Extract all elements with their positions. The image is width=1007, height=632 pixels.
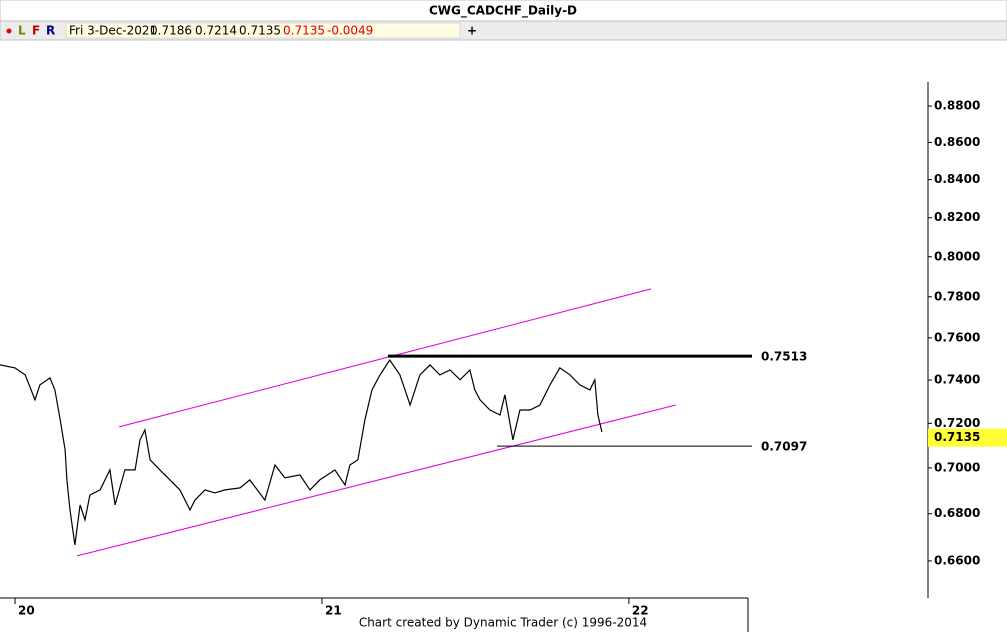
price-line (0, 359, 603, 545)
y-tick-label: 0.8000 (934, 249, 980, 263)
y-tick-label: 0.7400 (934, 373, 980, 387)
status-dot (6, 28, 12, 34)
info-open: 0.7186 (150, 24, 192, 38)
y-tick-label: 0.8800 (934, 99, 980, 113)
level-label: 0.7513 (761, 350, 807, 364)
y-tick-label: 0.8200 (934, 210, 980, 224)
footer: Chart created by Dynamic Trader (c) 1996… (359, 616, 647, 630)
trendline (118, 288, 652, 428)
info-high: 0.7214 (195, 24, 237, 38)
y-tick-label: 0.8400 (934, 172, 980, 186)
y-tick-label: 0.6800 (934, 506, 980, 520)
toolbar-button[interactable]: R (46, 24, 55, 38)
last-price-box (928, 428, 1007, 447)
level-label: 0.7097 (761, 440, 807, 454)
chart-title: CWG_CADCHF_Daily-D (429, 4, 577, 19)
toolbar-button[interactable]: L (18, 24, 26, 38)
x-tick-label: 21 (325, 604, 342, 618)
info-change: -0.0049 (327, 24, 373, 38)
y-tick-label: 0.6600 (934, 553, 980, 567)
y-tick-label: 0.7200 (934, 416, 980, 430)
y-tick-label: 0.7000 (934, 460, 980, 474)
x-tick-label: 20 (18, 604, 35, 618)
y-tick-label: 0.7600 (934, 330, 980, 344)
info-close: 0.7135 (283, 24, 325, 38)
last-price-label: 0.7135 (934, 430, 980, 444)
y-tick-label: 0.8600 (934, 135, 980, 149)
toolbar-button[interactable]: F (32, 24, 40, 38)
x-tick-label: 22 (632, 604, 649, 618)
trendline (76, 404, 676, 557)
y-tick-label: 0.7800 (934, 289, 980, 303)
info-low: 0.7135 (239, 24, 281, 38)
info-date: Fri 3-Dec-2021 (69, 24, 157, 38)
add-button[interactable]: + (467, 24, 477, 38)
info-box (65, 22, 461, 39)
